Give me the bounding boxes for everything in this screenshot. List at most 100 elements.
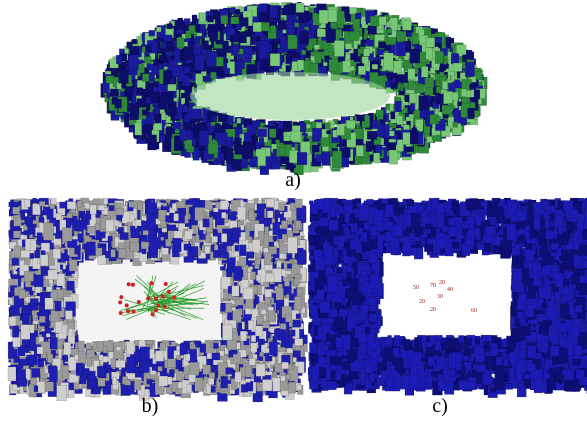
voxel <box>434 47 439 51</box>
voxel <box>180 129 187 141</box>
voxel <box>167 24 173 29</box>
voxel <box>420 52 427 63</box>
voxel <box>350 66 355 71</box>
voxel <box>208 144 218 154</box>
voxel <box>468 108 475 119</box>
voxel <box>395 101 402 112</box>
voxel <box>159 135 165 142</box>
voxel <box>287 14 292 23</box>
voxel <box>453 63 462 72</box>
voxel <box>193 109 202 119</box>
voxel <box>222 41 228 48</box>
voxel <box>353 19 360 28</box>
voxel <box>315 53 322 63</box>
voxel <box>435 51 444 63</box>
voxel <box>390 18 397 31</box>
voxel <box>410 49 420 63</box>
voxel <box>281 157 288 164</box>
voxel <box>361 40 366 47</box>
voxel <box>426 47 433 59</box>
voxel <box>212 116 216 121</box>
voxel <box>270 6 278 18</box>
voxel <box>237 118 241 123</box>
voxel <box>319 10 328 23</box>
voxel <box>326 131 330 134</box>
voxel <box>409 93 416 103</box>
voxel <box>155 114 162 124</box>
voxel <box>231 17 239 24</box>
voxel <box>410 130 418 144</box>
voxel <box>415 63 419 69</box>
voxel <box>181 93 185 98</box>
voxel <box>317 29 325 37</box>
voxel <box>383 77 387 81</box>
voxel <box>224 59 228 63</box>
voxel <box>316 155 326 163</box>
voxel <box>117 83 122 90</box>
voxel <box>259 137 264 145</box>
voxel <box>474 90 480 100</box>
voxel <box>329 59 338 72</box>
voxel <box>296 3 304 12</box>
voxel <box>334 41 344 57</box>
voxel <box>122 55 127 61</box>
voxel <box>435 117 441 122</box>
voxel <box>145 46 151 52</box>
voxel <box>278 48 283 53</box>
voxel <box>297 152 307 165</box>
voxel <box>119 70 129 84</box>
voxel <box>224 68 230 74</box>
voxel <box>430 68 435 74</box>
voxel <box>397 115 403 124</box>
voxel <box>159 55 167 61</box>
voxel <box>442 81 448 89</box>
voxel <box>247 125 256 135</box>
voxel <box>230 56 234 60</box>
voxel <box>177 38 185 48</box>
voxel <box>208 24 218 37</box>
voxel <box>182 105 187 113</box>
voxel <box>125 86 134 94</box>
voxel <box>271 26 276 33</box>
voxel <box>237 128 242 134</box>
voxel <box>389 131 395 136</box>
voxel <box>306 124 310 128</box>
voxel <box>358 66 366 75</box>
voxel <box>396 42 406 56</box>
voxel <box>415 84 424 93</box>
voxel <box>465 62 474 77</box>
voxel <box>405 95 409 102</box>
voxel <box>421 66 428 77</box>
voxel <box>284 5 293 15</box>
voxel <box>436 86 441 93</box>
voxel <box>419 96 429 111</box>
voxel <box>151 92 160 103</box>
voxel <box>156 27 161 32</box>
voxel <box>291 131 301 141</box>
voxel <box>439 72 444 77</box>
voxel <box>345 44 352 50</box>
voxel <box>130 105 139 120</box>
voxel <box>183 46 192 60</box>
voxel <box>370 16 379 26</box>
voxel <box>364 49 370 57</box>
voxel <box>457 102 461 106</box>
voxel <box>336 11 344 25</box>
voxel <box>195 55 204 70</box>
voxel <box>300 31 309 44</box>
voxel <box>255 37 260 42</box>
figure: a) b) c) 5070204030202060 <box>0 0 587 423</box>
voxel <box>328 10 337 23</box>
voxel <box>372 64 378 69</box>
voxel <box>426 38 435 48</box>
voxel <box>451 53 459 64</box>
voxel <box>393 61 402 73</box>
voxel <box>243 47 252 58</box>
voxel <box>436 94 444 104</box>
voxel <box>218 125 222 132</box>
voxel <box>278 20 287 29</box>
voxel <box>173 66 180 76</box>
voxel <box>163 71 171 85</box>
voxel <box>408 69 415 80</box>
voxel <box>332 151 342 168</box>
